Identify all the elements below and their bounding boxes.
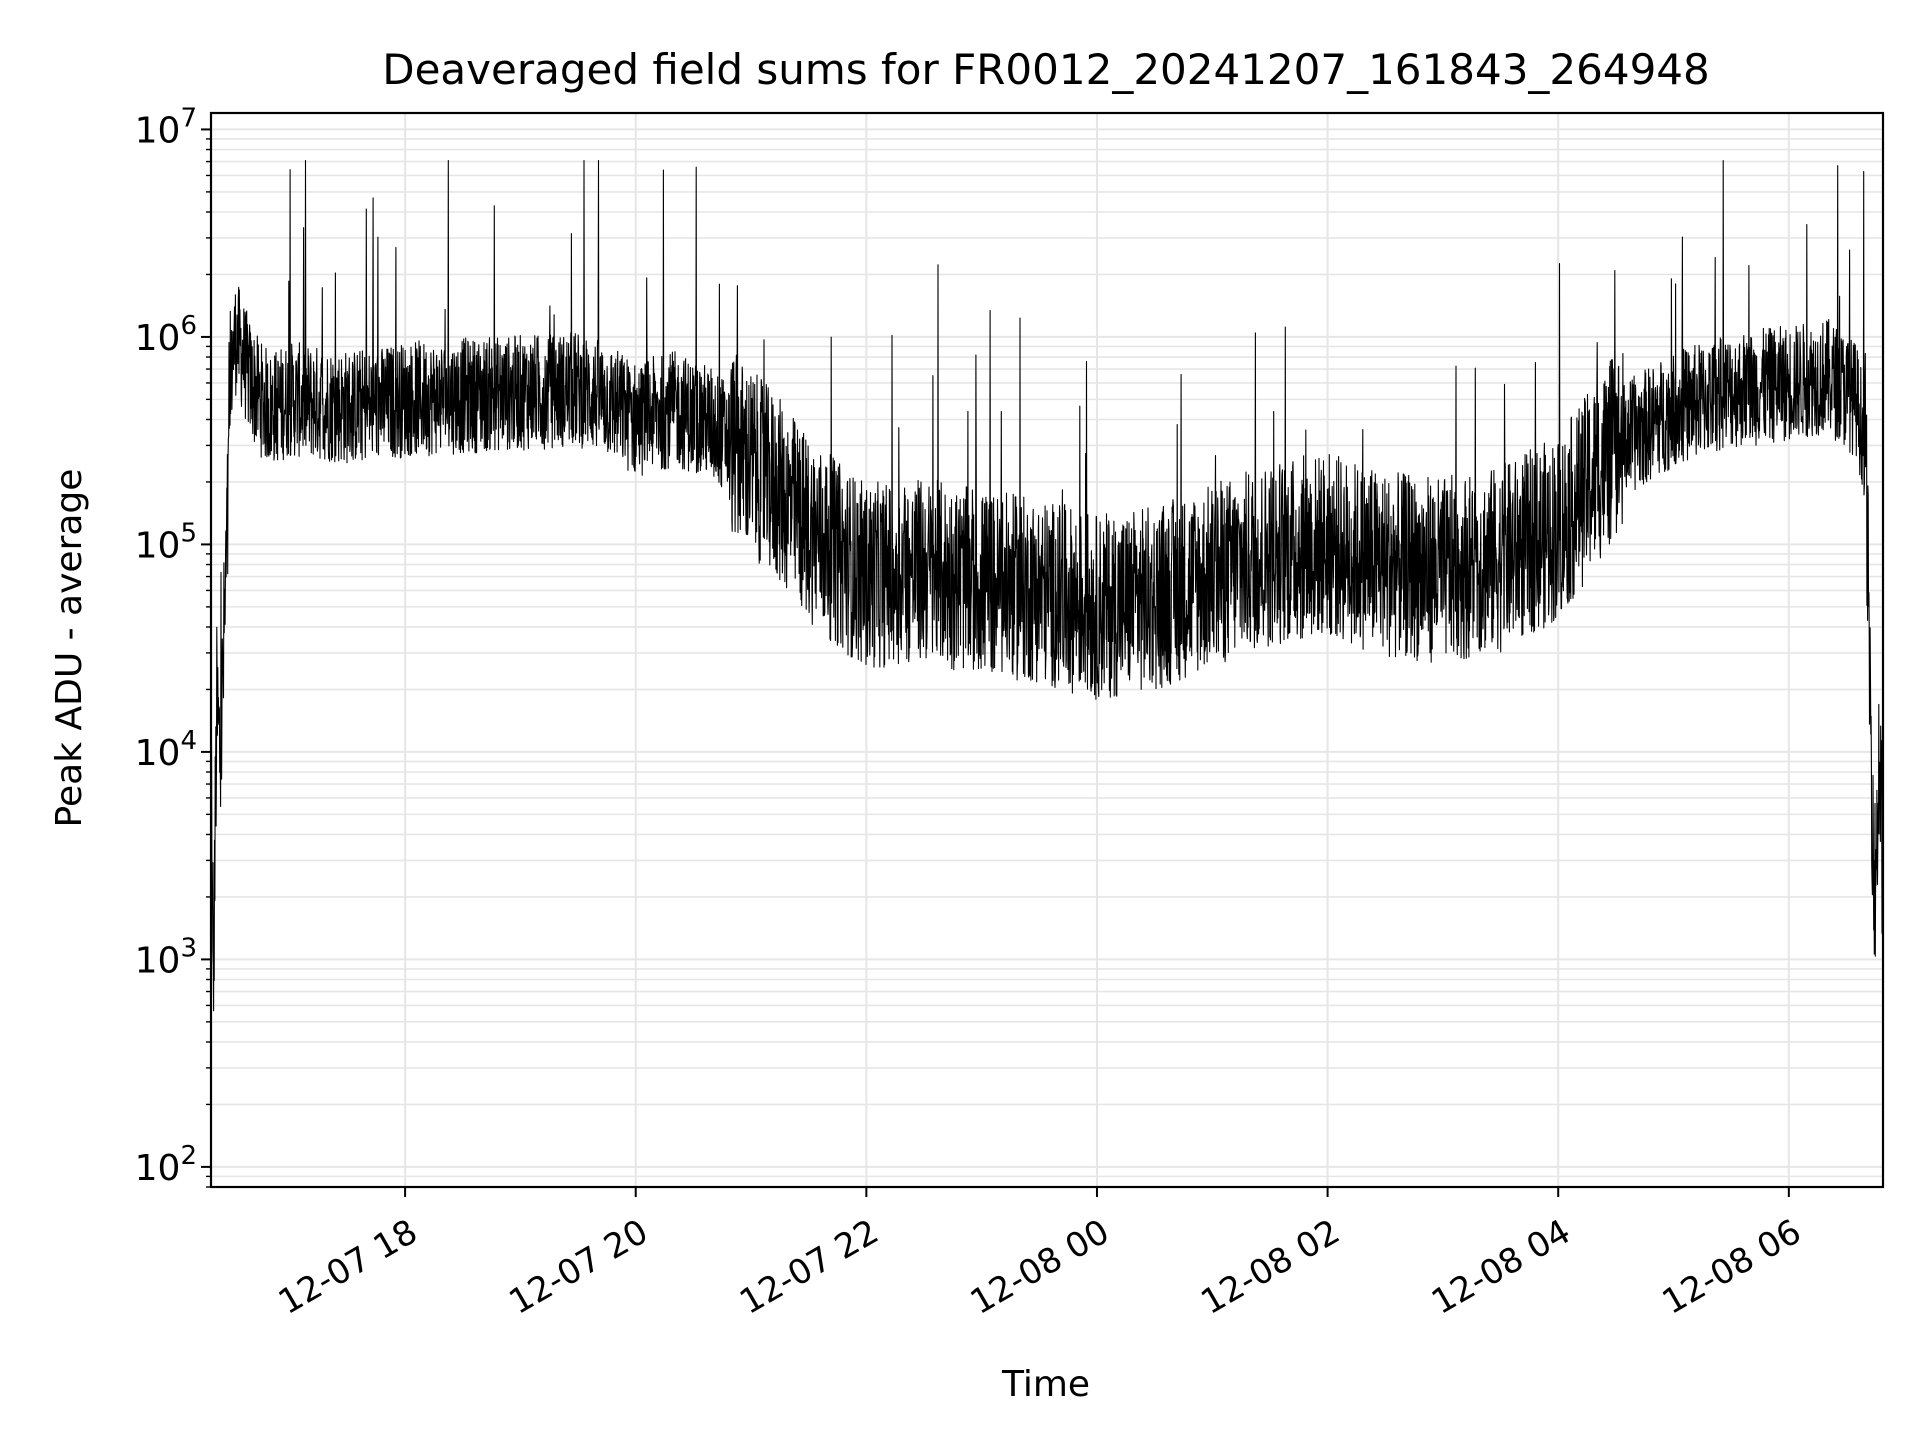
chart-title: Deaveraged field sums for FR0012_2024120… (382, 45, 1710, 94)
x-tick-label: 12-08 04 (1425, 1212, 1577, 1323)
y-tick-label: 104 (135, 726, 197, 774)
y-tick-label: 102 (135, 1141, 197, 1189)
axis-ticks: 12-07 18 12-07 20 12-07 22 12-08 00 12-08 02… (135, 103, 1808, 1322)
y-tick-label: 105 (135, 518, 197, 566)
y-tick-label: 107 (135, 103, 197, 151)
x-tick-label: 12-07 20 (502, 1212, 654, 1323)
y-axis-label: Peak ADU - average (49, 469, 90, 828)
series-line (210, 160, 1884, 1012)
x-tick-label: 12-07 22 (733, 1212, 885, 1323)
data-line-layer (210, 160, 1884, 1012)
y-tick-label: 106 (135, 311, 197, 359)
x-tick-label: 12-08 02 (1194, 1212, 1346, 1323)
x-tick-label: 12-08 00 (964, 1212, 1116, 1323)
x-axis-label: Time (1001, 1364, 1090, 1405)
grid (211, 113, 1883, 1188)
x-tick-label: 12-07 18 (272, 1212, 424, 1323)
plot-frame (209, 111, 1885, 1189)
x-tick-label: 12-08 06 (1656, 1212, 1808, 1323)
y-tick-label: 103 (135, 933, 197, 981)
